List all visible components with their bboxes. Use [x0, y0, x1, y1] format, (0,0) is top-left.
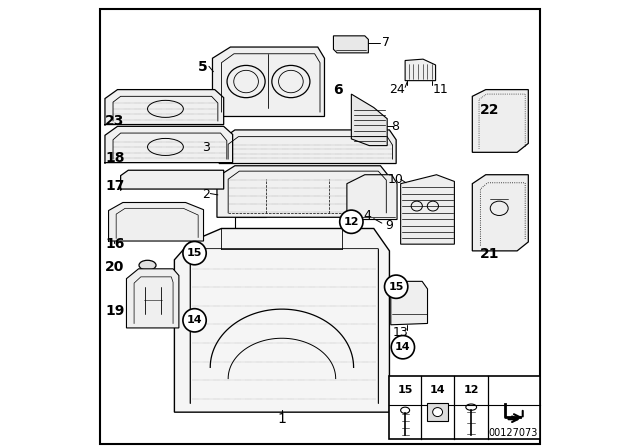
Text: 18: 18: [105, 151, 124, 165]
Polygon shape: [347, 175, 397, 220]
Text: 12: 12: [344, 217, 359, 227]
Text: 3: 3: [202, 141, 210, 155]
Polygon shape: [127, 269, 179, 328]
Text: 10: 10: [387, 172, 403, 186]
Bar: [427, 403, 449, 422]
Text: 4: 4: [363, 208, 371, 222]
Text: 2: 2: [202, 188, 210, 202]
Polygon shape: [391, 281, 428, 325]
Text: 17: 17: [105, 179, 124, 194]
Text: 15: 15: [388, 282, 404, 292]
Text: 6: 6: [333, 82, 343, 97]
Text: 7: 7: [382, 36, 390, 49]
Text: 14: 14: [187, 315, 202, 325]
Circle shape: [385, 275, 408, 298]
Text: 11: 11: [433, 83, 449, 96]
Polygon shape: [217, 166, 389, 217]
Polygon shape: [405, 59, 436, 81]
Text: 15: 15: [187, 248, 202, 258]
Text: 21: 21: [479, 247, 499, 262]
Text: 23: 23: [105, 114, 124, 128]
Polygon shape: [212, 47, 324, 116]
Circle shape: [391, 336, 415, 359]
Polygon shape: [472, 175, 529, 251]
Text: 5: 5: [198, 60, 207, 74]
Text: 8: 8: [391, 120, 399, 133]
Ellipse shape: [433, 408, 442, 417]
Text: 13: 13: [393, 326, 408, 339]
Text: 15: 15: [397, 385, 413, 396]
Polygon shape: [174, 228, 389, 412]
Text: 14: 14: [430, 385, 445, 396]
Polygon shape: [351, 94, 387, 146]
Text: 00127073: 00127073: [488, 428, 538, 438]
Ellipse shape: [139, 260, 156, 270]
Polygon shape: [472, 90, 529, 152]
Text: 20: 20: [105, 259, 124, 274]
Polygon shape: [121, 170, 224, 190]
Polygon shape: [333, 36, 369, 53]
Polygon shape: [401, 175, 454, 244]
Text: 14: 14: [395, 342, 411, 352]
Polygon shape: [220, 130, 396, 164]
Text: 24: 24: [389, 83, 405, 96]
Polygon shape: [105, 90, 224, 125]
Bar: [389, 376, 540, 439]
Circle shape: [183, 241, 206, 265]
Text: 16: 16: [105, 237, 124, 251]
Polygon shape: [109, 202, 204, 242]
Polygon shape: [105, 126, 233, 164]
Text: 9: 9: [385, 219, 394, 232]
Text: 19: 19: [105, 304, 124, 319]
Circle shape: [183, 309, 206, 332]
Text: 12: 12: [463, 385, 479, 396]
Text: 22: 22: [479, 103, 499, 117]
Text: 1: 1: [278, 412, 286, 426]
Circle shape: [340, 210, 363, 233]
